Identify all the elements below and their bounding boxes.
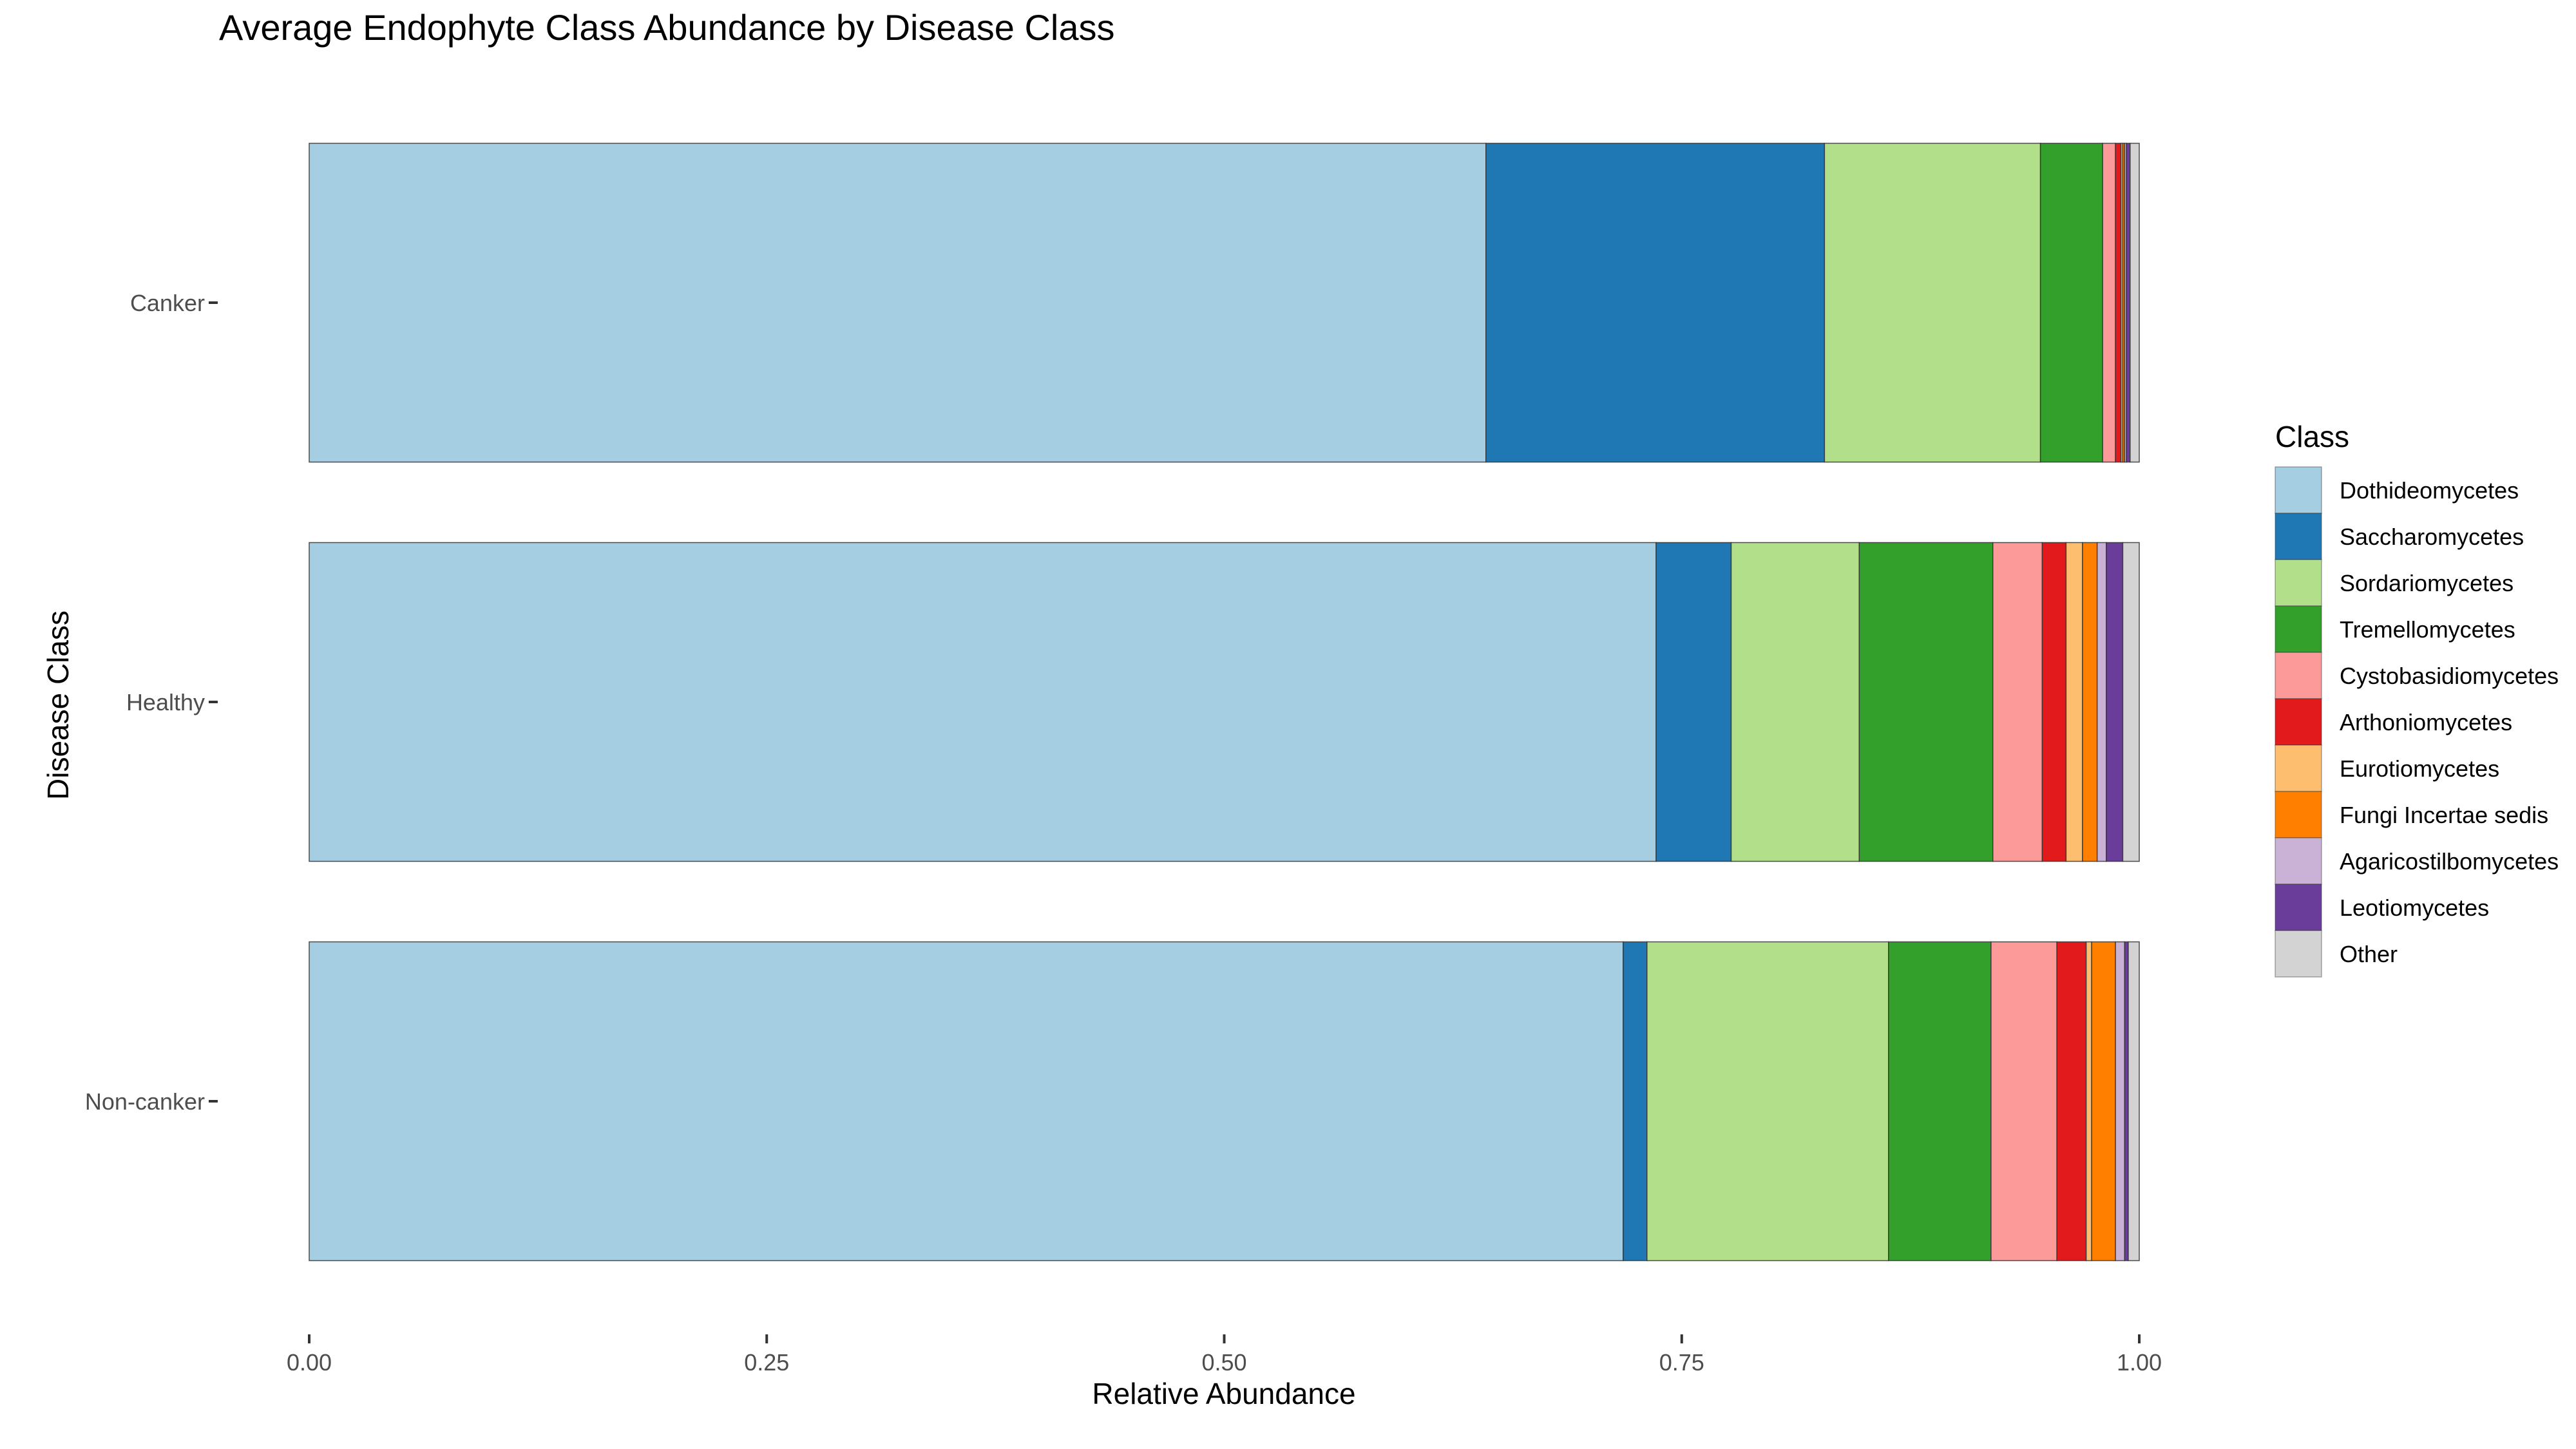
- legend-label: Eurotiomycetes: [2340, 755, 2499, 782]
- bar-segment-healthy-saccharomycetes: [1655, 542, 1732, 862]
- y-axis-title: Disease Class: [41, 611, 75, 800]
- bar-segment-canker-sordariomycetes: [1824, 142, 2041, 463]
- bar-segment-healthy-cystobasidiomycetes: [1992, 542, 2043, 862]
- bar-segment-healthy-sordariomycetes: [1730, 542, 1860, 862]
- legend-label: Fungi Incertae sedis: [2340, 802, 2548, 828]
- legend-label: Leotiomycetes: [2340, 895, 2489, 921]
- y-axis: Canker Healthy Non-canker: [85, 290, 218, 1115]
- bar-segment-non-canker-leotiomycetes: [2124, 941, 2129, 1262]
- y-tick-label: Non-canker: [85, 1088, 205, 1115]
- y-tick-label: Canker: [130, 290, 205, 316]
- legend-item-other: Other: [2275, 930, 2398, 978]
- bar-segment-non-canker-agaricostilbomycetes: [2115, 941, 2126, 1262]
- legend-label: Dothideomycetes: [2340, 477, 2519, 504]
- x-tick-label: 1.00: [2117, 1349, 2162, 1376]
- legend: Class Dothideomycetes Saccharomycetes Sord…: [2275, 420, 2559, 978]
- bar-segment-healthy-agaricostilbomycetes: [2096, 542, 2107, 862]
- legend-label: Agaricostilbomycetes: [2340, 848, 2559, 875]
- legend-label: Cystobasidiomycetes: [2340, 663, 2559, 689]
- bar-segment-non-canker-fungi-incertae-sedis: [2091, 941, 2116, 1262]
- bar-segment-non-canker-dothideomycetes: [309, 941, 1624, 1262]
- legend-item-cystobasidiomycetes: Cystobasidiomycetes: [2275, 652, 2559, 699]
- x-tick-label: 0.50: [1201, 1349, 1246, 1376]
- bar-segment-healthy-fungi-incertae-sedis: [2082, 542, 2098, 862]
- x-tick-label: 0.00: [287, 1349, 332, 1376]
- x-tick-label: 0.75: [1659, 1349, 1704, 1376]
- bar-segment-non-canker-tremellomycetes: [1888, 941, 1992, 1262]
- chart-title: Average Endophyte Class Abundance by Dis…: [219, 7, 1114, 48]
- bars-layer: [309, 142, 2140, 1262]
- legend-item-agaricostilbomycetes: Agaricostilbomycetes: [2275, 837, 2559, 885]
- bar-segment-healthy-tremellomycetes: [1858, 542, 1994, 862]
- legend-swatch: [2275, 698, 2322, 746]
- legend-swatch: [2275, 837, 2322, 885]
- legend-swatch: [2275, 791, 2322, 838]
- bar-segment-non-canker-sordariomycetes: [1646, 941, 1889, 1262]
- legend-swatch: [2275, 930, 2322, 978]
- bar-segment-canker-dothideomycetes: [309, 142, 1487, 463]
- bar-segment-canker-arthoniomycetes: [2115, 142, 2122, 463]
- bar-segment-healthy-eurotiomycetes: [2065, 542, 2083, 862]
- legend-swatch: [2275, 466, 2322, 514]
- bar-segment-non-canker-other: [2128, 941, 2140, 1262]
- bar-segment-canker-leotiomycetes: [2126, 142, 2131, 463]
- bar-segment-healthy-leotiomycetes: [2106, 542, 2124, 862]
- legend-swatch: [2275, 884, 2322, 931]
- legend-item-saccharomycetes: Saccharomycetes: [2275, 513, 2524, 560]
- legend-swatch: [2275, 744, 2322, 792]
- legend-item-arthoniomycetes: Arthoniomycetes: [2275, 698, 2512, 746]
- legend-label: Arthoniomycetes: [2340, 709, 2512, 735]
- x-axis-title: Relative Abundance: [1092, 1377, 1355, 1410]
- legend-swatch: [2275, 605, 2322, 653]
- bar-segment-canker-other: [2130, 142, 2140, 463]
- legend-label: Tremellomycetes: [2340, 616, 2515, 643]
- bar-segment-non-canker-arthoniomycetes: [2056, 941, 2087, 1262]
- bar-segment-canker-tremellomycetes: [2039, 142, 2103, 463]
- legend-item-sordariomycetes: Sordariomycetes: [2275, 559, 2514, 607]
- legend-label: Saccharomycetes: [2340, 524, 2524, 550]
- legend-item-fungi-incertae-sedis: Fungi Incertae sedis: [2275, 791, 2548, 838]
- legend-swatch: [2275, 652, 2322, 699]
- legend-item-leotiomycetes: Leotiomycetes: [2275, 884, 2489, 931]
- bar-segment-healthy-dothideomycetes: [309, 542, 1657, 862]
- x-tick-label: 0.25: [744, 1349, 789, 1376]
- legend-label: Other: [2340, 941, 2398, 967]
- y-tick-label: Healthy: [126, 689, 205, 715]
- legend-item-eurotiomycetes: Eurotiomycetes: [2275, 744, 2499, 792]
- legend-label: Sordariomycetes: [2340, 570, 2514, 596]
- legend-swatch: [2275, 513, 2322, 560]
- legend-item-tremellomycetes: Tremellomycetes: [2275, 605, 2515, 653]
- bar-segment-non-canker-eurotiomycetes: [2085, 941, 2092, 1262]
- legend-title: Class: [2275, 420, 2349, 453]
- bar-segment-non-canker-saccharomycetes: [1623, 941, 1648, 1262]
- x-axis: 0.00 0.25 0.50 0.75 1.00: [287, 1334, 2162, 1376]
- legend-items: Dothideomycetes Saccharomycetes Sordariomy…: [2275, 466, 2559, 978]
- bar-segment-canker-saccharomycetes: [1485, 142, 1826, 463]
- legend-item-dothideomycetes: Dothideomycetes: [2275, 466, 2519, 514]
- legend-swatch: [2275, 559, 2322, 607]
- bar-segment-healthy-arthoniomycetes: [2041, 542, 2067, 862]
- bar-segment-healthy-other: [2122, 542, 2140, 862]
- bar-segment-non-canker-cystobasidiomycetes: [1990, 941, 2057, 1262]
- bar-segment-canker-cystobasidiomycetes: [2102, 142, 2116, 463]
